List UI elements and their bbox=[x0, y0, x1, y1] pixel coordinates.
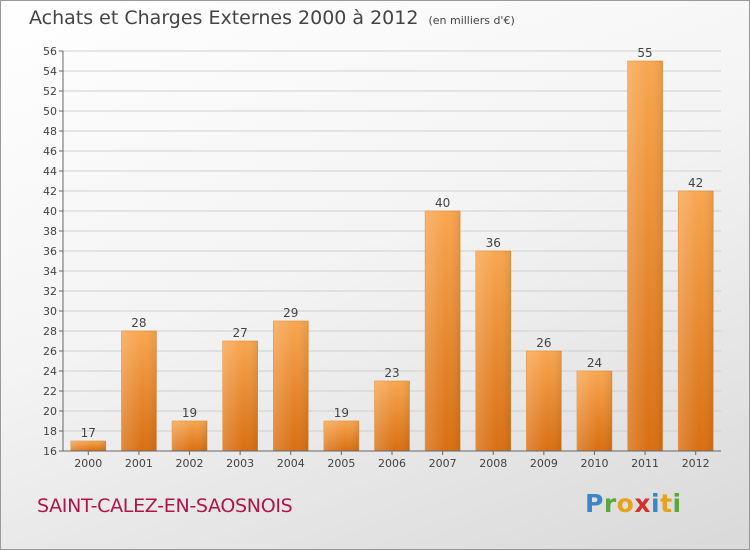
bar-value-label: 26 bbox=[536, 336, 551, 350]
bars: 17 28 19 27 29 19 23 40 36 26 24 55 42 bbox=[70, 46, 714, 452]
x-tick-label: 2004 bbox=[277, 457, 305, 470]
y-tick-label: 50 bbox=[43, 105, 57, 118]
bar-value-label: 29 bbox=[283, 306, 298, 320]
logo-letter: x bbox=[634, 489, 651, 518]
x-tick-label: 2009 bbox=[530, 457, 558, 470]
y-tick-label: 42 bbox=[43, 185, 57, 198]
bar-value-label: 23 bbox=[384, 366, 399, 380]
x-tick-label: 2002 bbox=[176, 457, 204, 470]
bar-highlight bbox=[576, 371, 612, 451]
bar-highlight bbox=[70, 441, 106, 451]
proxiti-logo: Proxiti bbox=[585, 489, 682, 518]
x-tick-label: 2010 bbox=[580, 457, 608, 470]
x-tick-label: 2003 bbox=[226, 457, 254, 470]
x-tick-label: 2008 bbox=[479, 457, 507, 470]
y-tick-label: 36 bbox=[43, 245, 57, 258]
bar-highlight bbox=[323, 421, 359, 451]
bar-value-label: 27 bbox=[233, 326, 248, 340]
axes: 16 18 20 22 24 26 28 30 32 34 36 38 40 42 44 46 48 50 52 54… bbox=[43, 45, 721, 470]
y-tick-label: 18 bbox=[43, 425, 57, 438]
chart-title-text: Achats et Charges Externes 2000 à 2012 bbox=[29, 7, 419, 29]
x-tick-label: 2000 bbox=[74, 457, 102, 470]
city-name: SAINT-CALEZ-EN-SAOSNOIS bbox=[37, 495, 293, 517]
bar-highlight bbox=[475, 251, 511, 451]
bar-value-label: 19 bbox=[182, 406, 197, 420]
x-tick-label: 2001 bbox=[125, 457, 153, 470]
x-tick-label: 2006 bbox=[378, 457, 406, 470]
x-tick-label: 2007 bbox=[429, 457, 457, 470]
y-tick-label: 24 bbox=[43, 365, 57, 378]
y-tick-label: 30 bbox=[43, 305, 57, 318]
y-tick-label: 56 bbox=[43, 45, 57, 58]
y-tick-label: 52 bbox=[43, 85, 57, 98]
bar-highlight bbox=[526, 351, 562, 451]
y-tick-label: 20 bbox=[43, 405, 57, 418]
logo-letter: o bbox=[616, 489, 635, 518]
logo-letter: i bbox=[651, 489, 661, 518]
y-tick-label: 16 bbox=[43, 445, 57, 458]
y-tick-label: 44 bbox=[43, 165, 57, 178]
bar-highlight bbox=[374, 381, 410, 451]
bar-highlight bbox=[273, 321, 309, 451]
bar-value-label: 55 bbox=[637, 46, 652, 60]
bar-value-label: 42 bbox=[688, 176, 703, 190]
bar-value-label: 40 bbox=[435, 196, 450, 210]
logo-letter: t bbox=[660, 489, 673, 518]
bar-highlight bbox=[172, 421, 208, 451]
x-tick-label: 2005 bbox=[327, 457, 355, 470]
y-tick-label: 38 bbox=[43, 225, 57, 238]
bar-highlight bbox=[222, 341, 258, 451]
x-tick-label: 2012 bbox=[682, 457, 710, 470]
chart-title: Achats et Charges Externes 2000 à 2012 (e… bbox=[29, 7, 515, 29]
y-tick-label: 46 bbox=[43, 145, 57, 158]
logo-letter: P bbox=[585, 489, 604, 518]
bar-value-label: 17 bbox=[81, 426, 96, 440]
bar-value-label: 28 bbox=[131, 316, 146, 330]
x-tick-label: 2011 bbox=[631, 457, 659, 470]
bar-value-label: 36 bbox=[486, 236, 501, 250]
logo-letter: r bbox=[603, 489, 617, 518]
y-tick-label: 32 bbox=[43, 285, 57, 298]
logo-letter: i bbox=[672, 489, 682, 518]
chart-subtitle: (en milliers d'€) bbox=[428, 14, 515, 27]
bar-highlight bbox=[627, 61, 663, 451]
y-tick-label: 40 bbox=[43, 205, 57, 218]
y-tick-label: 28 bbox=[43, 325, 57, 338]
y-tick-label: 48 bbox=[43, 125, 57, 138]
bar-highlight bbox=[121, 331, 157, 451]
y-tick-label: 34 bbox=[43, 265, 57, 278]
y-tick-label: 22 bbox=[43, 385, 57, 398]
bar-value-label: 19 bbox=[334, 406, 349, 420]
bar-highlight bbox=[678, 191, 714, 451]
bar-highlight bbox=[425, 211, 461, 451]
bar-value-label: 24 bbox=[587, 356, 602, 370]
y-tick-label: 26 bbox=[43, 345, 57, 358]
y-tick-label: 54 bbox=[43, 65, 57, 78]
